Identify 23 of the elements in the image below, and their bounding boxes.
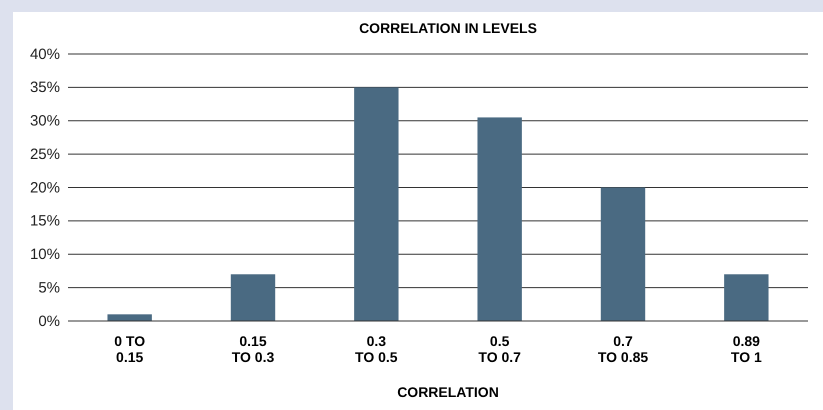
bar [600,188,646,321]
x-axis-title: CORRELATION [397,384,499,400]
x-tick-label: 0.89 TO 1 [730,333,762,365]
bar [107,314,152,321]
x-tick-label: 0.3 TO 0.5 [355,333,398,365]
y-tick-label: 40% [30,46,60,63]
x-tick-label: 0.7 TO 0.85 [598,333,648,365]
bar [230,274,276,321]
bar [354,87,399,321]
y-tick-label: 20% [30,179,60,196]
y-tick-label: 5% [38,279,60,296]
chart-title: CORRELATION IN LEVELS [359,20,537,36]
y-tick-label: 25% [30,146,60,163]
x-tick-label: 0.15 TO 0.3 [232,333,274,365]
y-tick-label: 35% [30,79,60,96]
x-tick-label: 0 TO 0.15 [114,333,146,365]
y-tick-label: 0% [38,312,60,330]
bar [724,274,769,321]
x-tick-label: 0.5 TO 0.7 [478,333,522,365]
y-tick-label: 10% [30,246,60,264]
y-tick-label: 30% [30,112,60,130]
y-tick-label: 15% [30,212,60,230]
bar [477,117,522,321]
